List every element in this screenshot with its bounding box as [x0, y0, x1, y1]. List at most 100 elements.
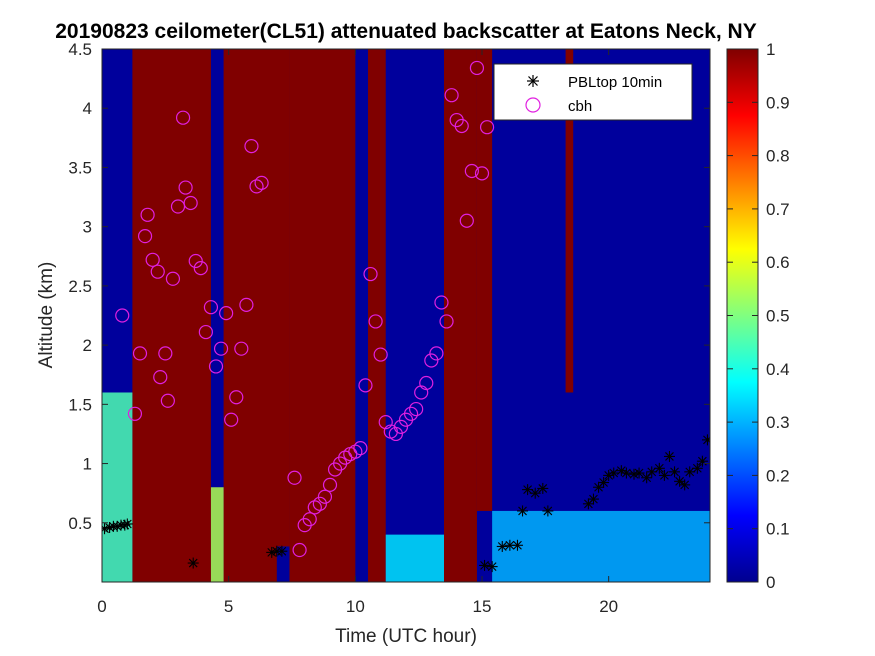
- pbltop-point: [479, 559, 491, 571]
- pbltop-point: [608, 467, 620, 479]
- colorbar: 0 0.1 0.2 0.3 0.4 0.5 0.6 0.7 0.8 0.9 1: [726, 40, 790, 592]
- pbltop-point: [633, 467, 645, 479]
- pbltop-point: [701, 434, 710, 446]
- chart-title: 20190823 ceilometer(CL51) attenuated bac…: [55, 20, 756, 43]
- cbh-point: [183, 195, 198, 211]
- pbltop-point: [653, 462, 665, 474]
- colorbar-tick-label: 0.8: [766, 147, 790, 166]
- legend-entry-cbh[interactable]: cbh: [525, 97, 592, 115]
- cbh-point: [170, 199, 186, 214]
- cbh-point: [175, 110, 191, 125]
- cbh-point: [363, 266, 378, 282]
- cbh-point: [165, 271, 181, 286]
- cbh-point: [188, 253, 203, 269]
- asterisk-marker-icon: [527, 75, 539, 87]
- pbltop-point: [537, 482, 549, 494]
- pbltop-point: [598, 477, 610, 489]
- y-tick-label: 2: [83, 336, 92, 355]
- cbh-point: [224, 412, 239, 427]
- cbh-point: [373, 347, 388, 362]
- heatmap-region: [259, 49, 290, 547]
- cbh-point: [403, 406, 419, 421]
- legend[interactable]: PBLtop 10min cbh: [493, 63, 693, 121]
- pbltop-point: [121, 518, 133, 530]
- y-tick-label: 3.5: [68, 158, 92, 177]
- legend-entry-pbltop[interactable]: PBLtop 10min: [527, 74, 662, 91]
- colorbar-tick-label: 0.6: [766, 253, 790, 272]
- pbltop-point: [691, 462, 703, 474]
- legend-label-pbltop: PBLtop 10min: [568, 74, 662, 91]
- cbh-point: [414, 385, 429, 400]
- heatmap-region: [476, 49, 493, 511]
- cbh-point: [213, 341, 229, 356]
- cbh-point: [444, 88, 459, 103]
- heatmap-region: [132, 49, 211, 582]
- cbh-point: [158, 346, 173, 361]
- pbltop-point: [658, 469, 670, 481]
- pbltop-point: [679, 479, 691, 491]
- cbh-point: [317, 489, 333, 504]
- pbltop-point: [674, 475, 686, 487]
- colorbar-tick-label: 0.2: [766, 466, 790, 485]
- plot-frame: [101, 48, 711, 583]
- y-tick-label: 3: [83, 218, 92, 237]
- colorbar-tick-label: 0.1: [766, 520, 790, 539]
- cbh-point: [292, 542, 307, 558]
- legend-label-cbh: cbh: [568, 98, 592, 115]
- pbltop-point: [511, 539, 523, 551]
- cbh-point: [249, 179, 264, 194]
- cbh-point: [254, 175, 269, 190]
- pbltop-point: [486, 561, 498, 573]
- cbh-point: [353, 441, 368, 456]
- cbh-point: [140, 207, 155, 222]
- y-tick-label: 1: [83, 455, 92, 474]
- cbh-point: [203, 300, 219, 315]
- colorbar-tick-label: 0.4: [766, 360, 790, 379]
- pbltop-point: [641, 472, 653, 484]
- y-axis-label: Altitude (km): [36, 262, 57, 369]
- pbltop-point: [603, 469, 615, 481]
- cbh-point: [127, 406, 143, 421]
- series-cbh: [115, 60, 495, 558]
- legend-box: [493, 63, 693, 121]
- cbh-point: [419, 375, 434, 391]
- pbltop-point: [187, 557, 199, 569]
- heatmap-fringe: [385, 534, 444, 582]
- y-tick-label: 2.5: [68, 277, 92, 296]
- y-tick-label: 1.5: [68, 395, 92, 414]
- cbh-point: [479, 120, 495, 135]
- cbh-point: [429, 346, 444, 361]
- series-layer: [102, 60, 710, 573]
- x-tick-label: 10: [346, 597, 365, 616]
- cbh-point: [348, 444, 363, 459]
- cbh-point: [322, 477, 338, 492]
- heatmap: [102, 49, 710, 582]
- cbh-point: [409, 401, 424, 417]
- cbh-point: [287, 470, 302, 485]
- colorbar-tick-label: 0.3: [766, 413, 790, 432]
- y-axis: 0.5 1 1.5 2 2.5 3 3.5 4 4.5: [68, 40, 710, 533]
- colorbar-tick-label: 0.7: [766, 200, 790, 219]
- cbh-point: [388, 426, 403, 442]
- pbltop-point: [542, 505, 554, 517]
- pbltop-point: [517, 505, 529, 517]
- heatmap-region: [289, 49, 356, 582]
- circle-marker-icon: [525, 97, 541, 113]
- y-tick-label: 4: [83, 99, 92, 118]
- pbltop-point: [529, 487, 541, 499]
- cbh-point: [393, 419, 409, 434]
- colorbar-tick-label: 1: [766, 40, 775, 59]
- cbh-point: [368, 314, 383, 329]
- x-axis: 0 5 10 15 20: [97, 49, 618, 616]
- colorbar-tick-label: 0.9: [766, 93, 790, 112]
- colorbar-tick-label: 0: [766, 573, 775, 592]
- pbltop-point: [663, 450, 675, 462]
- x-tick-label: 5: [224, 597, 233, 616]
- cbh-point: [137, 229, 153, 244]
- x-tick-label: 0: [97, 597, 106, 616]
- colorbar-ticks: 0 0.1 0.2 0.3 0.4 0.5 0.6 0.7 0.8 0.9 1: [727, 40, 790, 592]
- cbh-point: [193, 261, 208, 276]
- cbh-point: [454, 118, 469, 134]
- cbh-point: [358, 378, 373, 393]
- pbltop-point: [587, 493, 599, 505]
